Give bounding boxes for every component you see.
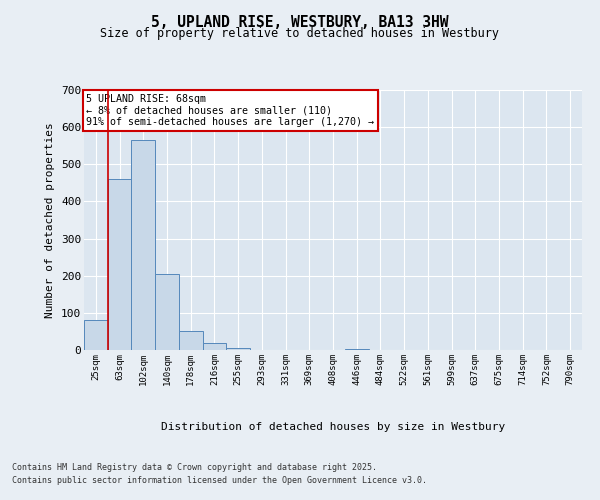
Bar xyxy=(84,320,108,350)
Text: 5, UPLAND RISE, WESTBURY, BA13 3HW: 5, UPLAND RISE, WESTBURY, BA13 3HW xyxy=(151,15,449,30)
Bar xyxy=(155,274,179,350)
Text: Size of property relative to detached houses in Westbury: Size of property relative to detached ho… xyxy=(101,28,499,40)
Text: 5 UPLAND RISE: 68sqm
← 8% of detached houses are smaller (110)
91% of semi-detac: 5 UPLAND RISE: 68sqm ← 8% of detached ho… xyxy=(86,94,374,127)
Text: Distribution of detached houses by size in Westbury: Distribution of detached houses by size … xyxy=(161,422,505,432)
Bar xyxy=(108,179,131,350)
Text: Contains public sector information licensed under the Open Government Licence v3: Contains public sector information licen… xyxy=(12,476,427,485)
Bar xyxy=(226,348,250,350)
Bar xyxy=(131,140,155,350)
Text: Contains HM Land Registry data © Crown copyright and database right 2025.: Contains HM Land Registry data © Crown c… xyxy=(12,462,377,471)
Bar xyxy=(179,332,203,350)
Bar xyxy=(203,342,226,350)
Y-axis label: Number of detached properties: Number of detached properties xyxy=(46,122,55,318)
